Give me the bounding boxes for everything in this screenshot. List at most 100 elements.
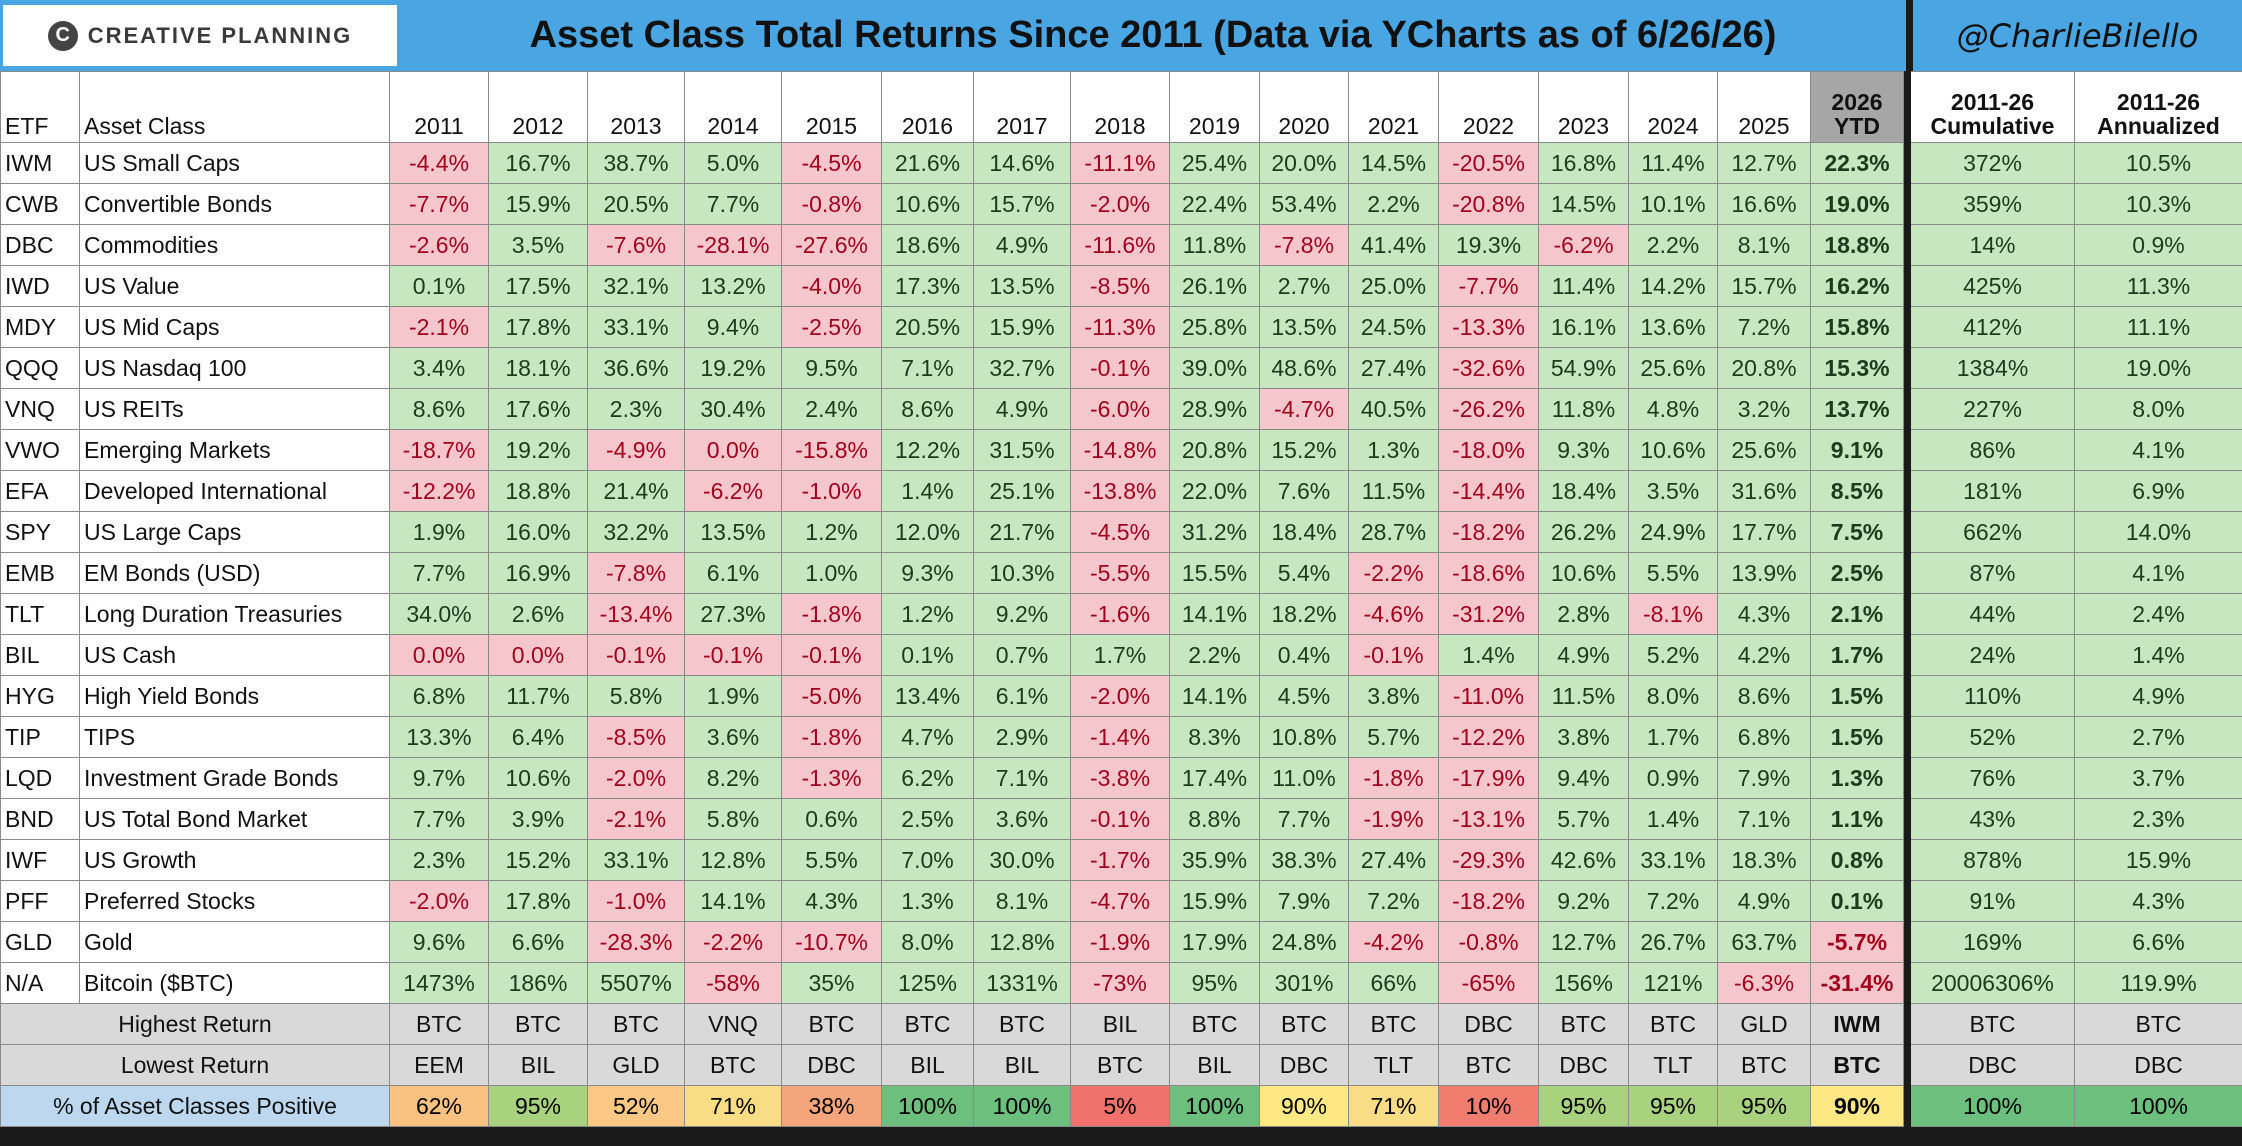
return-cell: 10.6% xyxy=(488,757,588,799)
etf: MDY xyxy=(0,306,80,348)
return-cell: 63.7% xyxy=(1717,921,1811,963)
return-cell: -8.1% xyxy=(1628,593,1718,635)
return-cell: -4.7% xyxy=(1070,880,1170,922)
return-cell: 13.5% xyxy=(973,265,1071,307)
asset-class: Preferred Stocks xyxy=(79,880,390,922)
return-cell: -0.1% xyxy=(1070,798,1170,840)
return-cell: 10.6% xyxy=(1538,552,1629,594)
etf: IWD xyxy=(0,265,80,307)
return-cell: 10.3% xyxy=(973,552,1071,594)
asset-class: Commodities xyxy=(79,224,390,266)
return-cell: 12.8% xyxy=(973,921,1071,963)
return-cell: 15.5% xyxy=(1169,552,1260,594)
return-cell: -3.8% xyxy=(1070,757,1170,799)
return-cell: 2.3% xyxy=(2074,798,2242,840)
etf: EMB xyxy=(0,552,80,594)
return-cell: 186% xyxy=(488,962,588,1004)
return-cell: 2.9% xyxy=(973,716,1071,758)
return-cell: 1.4% xyxy=(881,470,974,512)
return-cell: 24.8% xyxy=(1259,921,1349,963)
return-cell: 19.2% xyxy=(488,429,588,471)
summary-cell: DBC xyxy=(781,1044,882,1086)
return-cell: 22.3% xyxy=(1810,142,1904,184)
etf: IWM xyxy=(0,142,80,184)
return-cell: 9.2% xyxy=(973,593,1071,635)
column-header: 2020 xyxy=(1259,71,1349,143)
summary-cell: BIL xyxy=(1169,1044,1260,1086)
return-cell: 3.6% xyxy=(684,716,782,758)
column-header: 2011 xyxy=(389,71,489,143)
return-cell: 10.6% xyxy=(1628,429,1718,471)
return-cell: 0.0% xyxy=(389,634,489,676)
return-cell: 4.9% xyxy=(1717,880,1811,922)
return-cell: -2.0% xyxy=(389,880,489,922)
return-cell: -13.1% xyxy=(1438,798,1539,840)
summary-cell: DBC xyxy=(1438,1003,1539,1045)
return-cell: 16.6% xyxy=(1717,183,1811,225)
return-cell: 13.2% xyxy=(684,265,782,307)
asset-class: US Mid Caps xyxy=(79,306,390,348)
return-cell: 8.1% xyxy=(1717,224,1811,266)
return-cell: -32.6% xyxy=(1438,347,1539,389)
return-cell: 0.0% xyxy=(488,634,588,676)
return-cell: -4.7% xyxy=(1259,388,1349,430)
return-cell: -6.2% xyxy=(1538,224,1629,266)
summary-cell: BTC xyxy=(1348,1003,1439,1045)
return-cell: 86% xyxy=(1910,429,2075,471)
return-cell: 13.3% xyxy=(389,716,489,758)
return-cell: -13.4% xyxy=(587,593,685,635)
return-cell: 76% xyxy=(1910,757,2075,799)
return-cell: 9.3% xyxy=(1538,429,1629,471)
return-cell: -13.3% xyxy=(1438,306,1539,348)
summary-cell: 10% xyxy=(1438,1085,1539,1127)
return-cell: 7.2% xyxy=(1628,880,1718,922)
return-cell: -1.0% xyxy=(587,880,685,922)
return-cell: 4.2% xyxy=(1717,634,1811,676)
return-cell: 8.3% xyxy=(1169,716,1260,758)
return-cell: 7.1% xyxy=(1717,798,1811,840)
return-cell: 15.2% xyxy=(1259,429,1349,471)
return-cell: 7.5% xyxy=(1810,511,1904,553)
etf: BIL xyxy=(0,634,80,676)
summary-cell: BIL xyxy=(973,1044,1071,1086)
return-cell: 3.5% xyxy=(1628,470,1718,512)
return-cell: 39.0% xyxy=(1169,347,1260,389)
return-cell: -12.2% xyxy=(389,470,489,512)
return-cell: 18.6% xyxy=(881,224,974,266)
return-cell: -4.5% xyxy=(781,142,882,184)
summary-cell: 38% xyxy=(781,1085,882,1127)
return-cell: 15.7% xyxy=(1717,265,1811,307)
return-cell: 27.4% xyxy=(1348,347,1439,389)
return-cell: -0.1% xyxy=(1070,347,1170,389)
return-cell: -0.8% xyxy=(1438,921,1539,963)
column-header: 2026 YTD xyxy=(1810,71,1904,143)
summary-cell: 95% xyxy=(1717,1085,1811,1127)
return-cell: 25.8% xyxy=(1169,306,1260,348)
column-header: 2023 xyxy=(1538,71,1629,143)
summary-cell: 52% xyxy=(587,1085,685,1127)
summary-label: % of Asset Classes Positive xyxy=(0,1085,390,1127)
return-cell: 22.4% xyxy=(1169,183,1260,225)
summary-cell: BTC xyxy=(1538,1003,1629,1045)
etf: SPY xyxy=(0,511,80,553)
return-cell: 121% xyxy=(1628,962,1718,1004)
return-cell: 412% xyxy=(1910,306,2075,348)
summary-cell: BIL xyxy=(881,1044,974,1086)
return-cell: 3.9% xyxy=(488,798,588,840)
return-cell: 11.5% xyxy=(1538,675,1629,717)
summary-cell: BTC xyxy=(1070,1044,1170,1086)
etf: BND xyxy=(0,798,80,840)
return-cell: 3.4% xyxy=(389,347,489,389)
return-cell: -1.8% xyxy=(781,716,882,758)
return-cell: -58% xyxy=(684,962,782,1004)
return-cell: 6.2% xyxy=(881,757,974,799)
etf: QQQ xyxy=(0,347,80,389)
return-cell: 6.8% xyxy=(389,675,489,717)
return-cell: 40.5% xyxy=(1348,388,1439,430)
asset-class: Emerging Markets xyxy=(79,429,390,471)
return-cell: 8.1% xyxy=(973,880,1071,922)
return-cell: 5.8% xyxy=(587,675,685,717)
summary-cell: BTC xyxy=(1717,1044,1811,1086)
return-cell: 33.1% xyxy=(1628,839,1718,881)
return-cell: 87% xyxy=(1910,552,2075,594)
